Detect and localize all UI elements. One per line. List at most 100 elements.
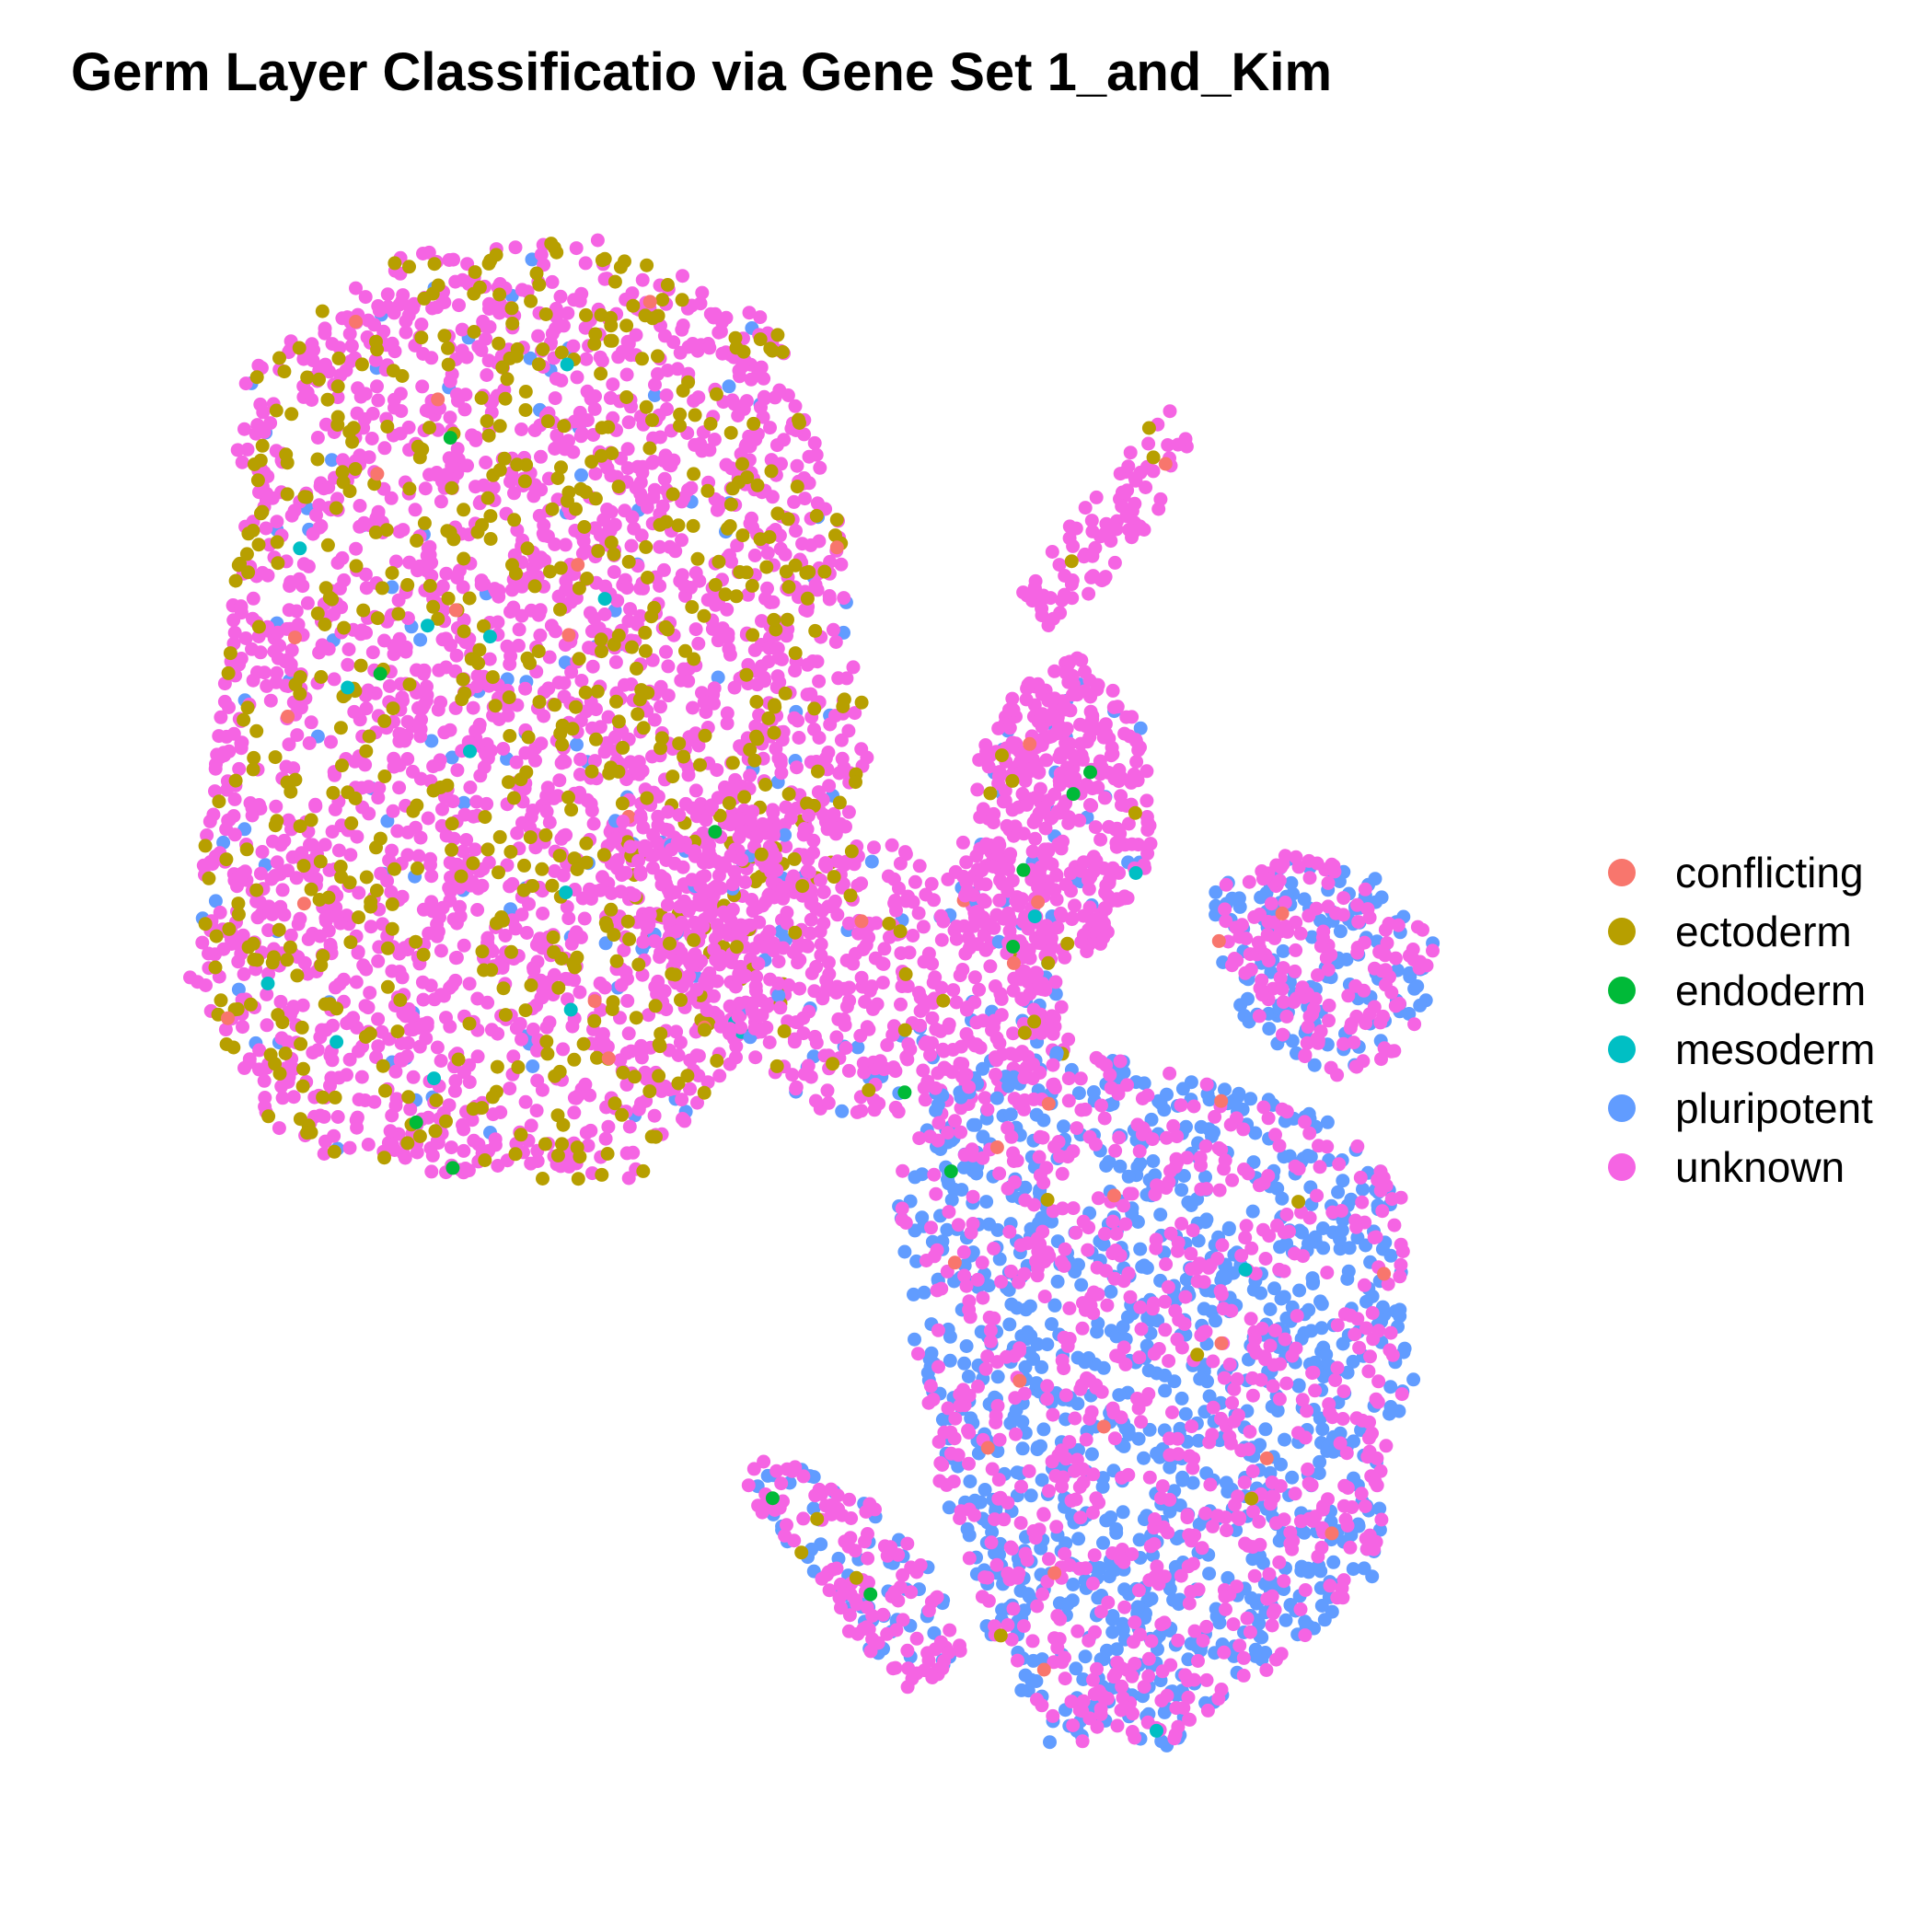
point-ectoderm bbox=[315, 304, 330, 318]
point-unknown bbox=[738, 439, 753, 454]
point-unknown bbox=[1025, 844, 1040, 859]
point-conflicting bbox=[448, 603, 463, 618]
point-ectoderm bbox=[393, 993, 408, 1007]
point-ectoderm bbox=[518, 1003, 533, 1018]
point-unknown bbox=[1010, 1047, 1024, 1062]
point-unknown bbox=[802, 808, 816, 823]
point-ectoderm bbox=[268, 750, 283, 765]
point-ectoderm bbox=[489, 916, 503, 931]
point-unknown bbox=[820, 1083, 835, 1098]
point-unknown bbox=[673, 1035, 688, 1050]
point-ectoderm bbox=[557, 419, 572, 434]
point-unknown bbox=[1242, 874, 1256, 889]
point-ectoderm bbox=[369, 884, 384, 897]
point-unknown bbox=[978, 1091, 992, 1105]
point-ectoderm bbox=[380, 420, 395, 434]
point-pluripotent bbox=[1209, 885, 1223, 899]
point-unknown bbox=[946, 983, 961, 998]
point-ectoderm bbox=[370, 611, 385, 626]
point-ectoderm bbox=[555, 737, 570, 752]
point-unknown bbox=[773, 541, 788, 556]
point-unknown bbox=[620, 442, 635, 457]
point-ectoderm bbox=[288, 772, 303, 787]
point-unknown bbox=[653, 579, 667, 593]
point-unknown bbox=[219, 729, 234, 744]
point-mesoderm bbox=[559, 885, 573, 900]
point-pluripotent bbox=[1144, 1112, 1159, 1127]
point-ectoderm bbox=[746, 628, 760, 642]
point-unknown bbox=[675, 568, 689, 583]
point-ectoderm bbox=[472, 280, 487, 295]
point-ectoderm bbox=[354, 357, 369, 372]
point-unknown bbox=[1093, 832, 1108, 847]
point-unknown bbox=[1291, 860, 1306, 874]
point-unknown bbox=[578, 1077, 593, 1092]
point-ectoderm bbox=[553, 726, 568, 741]
point-unknown bbox=[970, 782, 985, 797]
point-unknown bbox=[415, 975, 430, 989]
point-pluripotent bbox=[1314, 1321, 1329, 1336]
point-ectoderm bbox=[642, 441, 657, 456]
point-ectoderm bbox=[320, 392, 335, 407]
point-unknown bbox=[678, 796, 693, 811]
point-unknown bbox=[313, 1108, 328, 1123]
point-unknown bbox=[462, 977, 477, 991]
point-unknown bbox=[230, 443, 245, 457]
point-unknown bbox=[736, 922, 750, 937]
point-unknown bbox=[1343, 1021, 1358, 1035]
point-unknown bbox=[260, 678, 274, 693]
point-endoderm bbox=[445, 1161, 460, 1175]
point-ectoderm bbox=[743, 743, 758, 757]
point-unknown bbox=[1097, 791, 1112, 805]
point-unknown bbox=[1019, 749, 1034, 764]
point-ectoderm bbox=[214, 993, 228, 1008]
point-unknown bbox=[460, 458, 474, 473]
point-ectoderm bbox=[297, 490, 312, 504]
point-ectoderm bbox=[543, 564, 557, 579]
point-unknown bbox=[875, 976, 890, 990]
point-ectoderm bbox=[505, 317, 520, 330]
point-pluripotent bbox=[503, 902, 518, 917]
point-unknown bbox=[597, 1038, 612, 1053]
point-unknown bbox=[537, 518, 551, 533]
point-ectoderm bbox=[572, 652, 586, 666]
point-unknown bbox=[367, 1094, 382, 1109]
point-pluripotent bbox=[940, 1222, 954, 1237]
point-unknown bbox=[567, 293, 582, 307]
point-unknown bbox=[270, 515, 284, 529]
point-unknown bbox=[949, 931, 964, 946]
point-pluripotent bbox=[1307, 1058, 1322, 1072]
point-ectoderm bbox=[378, 1083, 392, 1098]
point-ectoderm bbox=[628, 1070, 642, 1084]
point-unknown bbox=[992, 893, 1007, 908]
point-unknown bbox=[689, 982, 704, 997]
point-unknown bbox=[978, 753, 993, 768]
point-unknown bbox=[206, 807, 221, 822]
point-ectoderm bbox=[540, 1047, 555, 1061]
point-ectoderm bbox=[725, 756, 740, 770]
point-ectoderm bbox=[483, 532, 498, 546]
point-unknown bbox=[332, 977, 347, 991]
point-unknown bbox=[479, 331, 493, 346]
point-ectoderm bbox=[500, 372, 515, 387]
point-unknown bbox=[443, 723, 457, 737]
point-ectoderm bbox=[198, 839, 213, 853]
point-unknown bbox=[468, 842, 482, 857]
point-unknown bbox=[350, 1120, 364, 1135]
point-ectoderm bbox=[539, 1035, 554, 1049]
point-mesoderm bbox=[1027, 909, 1042, 924]
point-unknown bbox=[1091, 677, 1105, 692]
point-unknown bbox=[768, 390, 782, 405]
point-unknown bbox=[917, 1081, 931, 1095]
point-unknown bbox=[819, 860, 834, 873]
point-unknown bbox=[371, 954, 386, 968]
point-unknown bbox=[556, 1042, 571, 1057]
point-pluripotent bbox=[908, 1332, 921, 1347]
point-ectoderm bbox=[411, 861, 424, 875]
point-ectoderm bbox=[768, 700, 782, 714]
point-ectoderm bbox=[532, 277, 547, 292]
point-unknown bbox=[327, 672, 341, 687]
point-unknown bbox=[540, 781, 555, 795]
point-ectoderm bbox=[832, 795, 847, 810]
point-unknown bbox=[634, 1050, 649, 1065]
